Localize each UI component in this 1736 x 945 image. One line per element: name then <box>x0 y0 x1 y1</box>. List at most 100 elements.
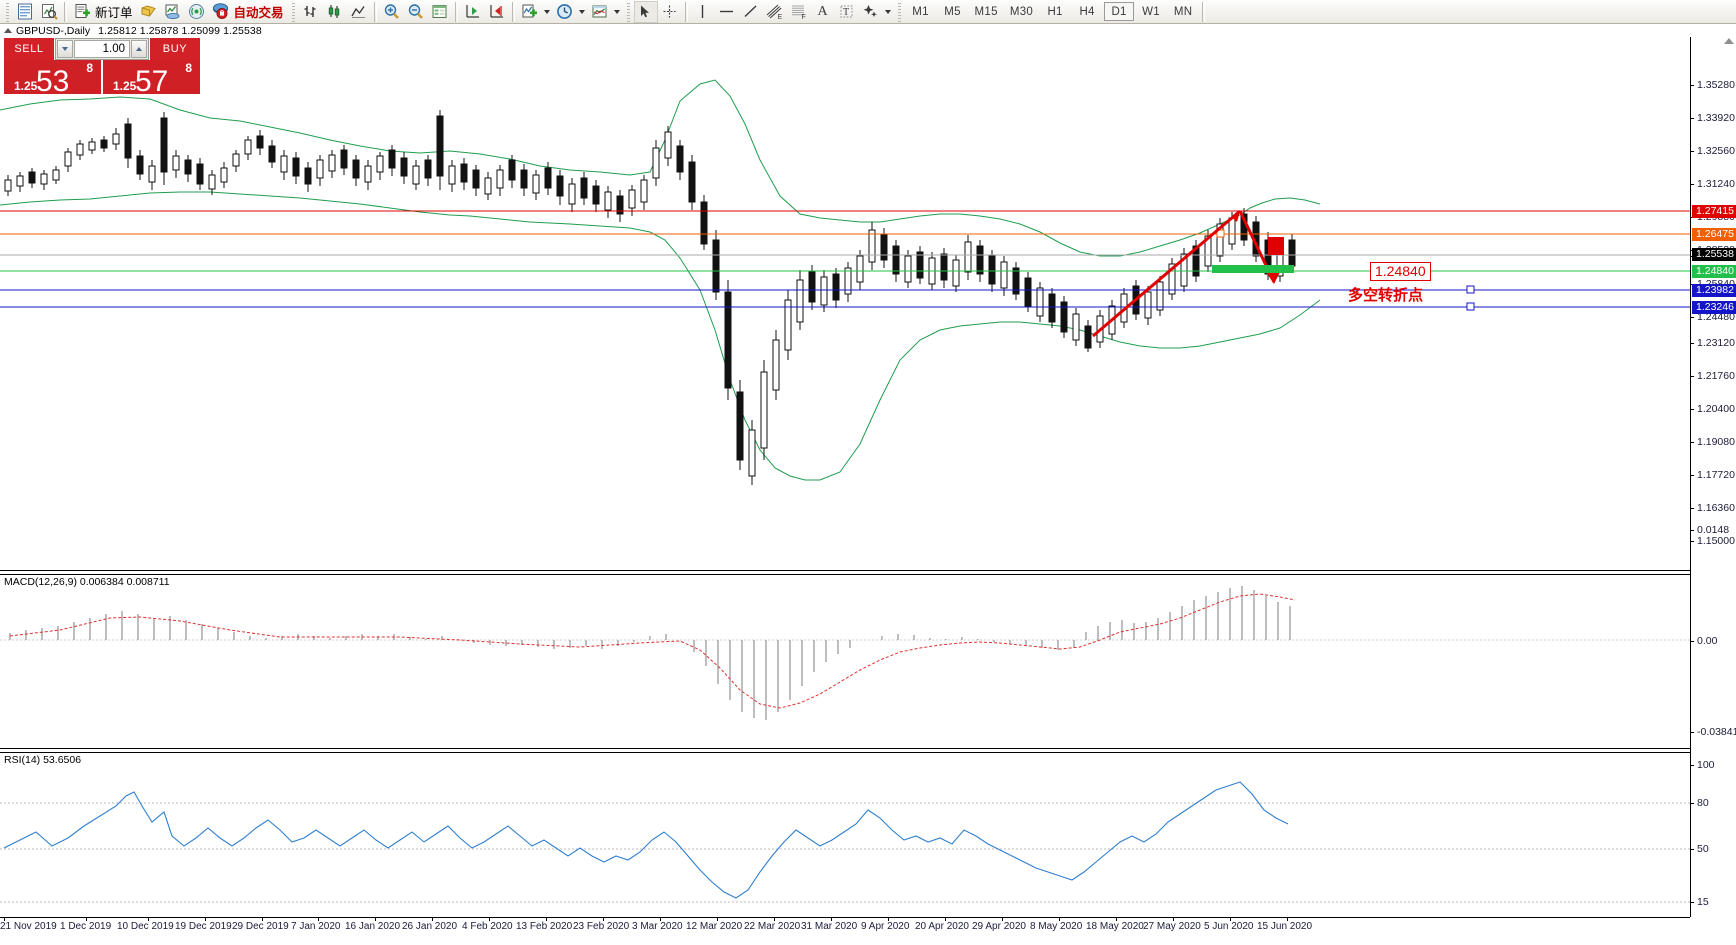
date-label: 27 May 2020 <box>1143 921 1201 932</box>
date-label: 29 Apr 2020 <box>972 921 1026 932</box>
price-marker-resistance-126475[interactable]: 1.26475 <box>1692 228 1736 241</box>
chart-expand-icon[interactable] <box>4 28 12 33</box>
date-label: 16 Jan 2020 <box>345 921 401 932</box>
volume-input[interactable]: 1.00 <box>74 40 130 58</box>
handle-123982 <box>1466 285 1475 294</box>
horizontal-line-icon[interactable] <box>715 1 739 23</box>
price-tick-label: 1.24480 <box>1697 311 1735 323</box>
price-callout-box: 1.24840 <box>1370 262 1431 281</box>
price-tick: 1.23120 <box>1691 337 1735 349</box>
price-marker-resistance-127415[interactable]: 1.27415 <box>1692 205 1736 218</box>
date-label: 21 Nov 2019 <box>0 921 57 932</box>
price-tick-label: 1.35280 <box>1697 79 1735 91</box>
date-label: 1 Dec 2019 <box>60 921 112 932</box>
shapes-icon[interactable] <box>859 1 883 23</box>
macd-signal-line <box>9 593 1296 709</box>
periods-dropdown-icon[interactable] <box>577 1 588 23</box>
timeframe-h1[interactable]: H1 <box>1047 5 1063 18</box>
rsi-tick: 80 <box>1691 797 1709 809</box>
templates-dropdown-icon[interactable] <box>612 1 623 23</box>
timeframe-w1[interactable]: W1 <box>1142 5 1161 18</box>
price-tick: 1.19080 <box>1691 436 1735 448</box>
text-icon[interactable]: A <box>817 3 828 19</box>
bollinger-upper-band <box>0 79 1321 257</box>
date-label: 15 Jun 2020 <box>1257 921 1313 932</box>
candlestick-chart-icon[interactable] <box>323 1 347 23</box>
date-label: 5 Jun 2020 <box>1204 921 1254 932</box>
timeframe-m1[interactable]: M1 <box>912 5 929 18</box>
signals-icon[interactable] <box>185 1 209 23</box>
volume-increase-icon[interactable] <box>131 40 147 58</box>
price-tick: 1.35280 <box>1691 79 1735 91</box>
trendline-icon[interactable] <box>739 1 763 23</box>
date-axis[interactable]: 21 Nov 2019 1 Dec 2019 10 Dec 2019 19 De… <box>0 917 1690 945</box>
price-marker-support-124840[interactable]: 1.24840 <box>1692 265 1736 278</box>
volume-stepper[interactable]: 1.00 <box>55 38 149 60</box>
toolbar-separator-4 <box>454 1 458 22</box>
date-label: 26 Jan 2020 <box>402 921 458 932</box>
indicators-dropdown-icon[interactable] <box>542 1 553 23</box>
price-axis[interactable]: 1.35280 1.33920 1.32560 1.31240 1.29880 … <box>1690 37 1736 917</box>
price-tick-label: 1.17720 <box>1697 469 1735 481</box>
toolbar-grip-3[interactable] <box>624 1 632 22</box>
toolbar-grip-4[interactable] <box>895 1 903 22</box>
data-window-icon[interactable] <box>428 1 452 23</box>
new-chart-icon[interactable] <box>13 1 37 23</box>
toolbar-separator-7 <box>1202 1 1206 22</box>
svg-text:T: T <box>843 7 849 18</box>
new-order-label[interactable]: 新订单 <box>95 6 133 20</box>
text-label-icon[interactable]: T <box>835 1 859 23</box>
zoom-in-icon[interactable] <box>380 1 404 23</box>
timeframe-m30[interactable]: M30 <box>1009 5 1034 18</box>
profiles-icon[interactable] <box>37 1 61 23</box>
expert-advisors-icon[interactable] <box>137 1 161 23</box>
price-marker-support-123246[interactable]: 1.23246 <box>1692 301 1736 314</box>
support-zone-rect <box>1212 265 1294 273</box>
price-tick: 1.17720 <box>1691 469 1735 481</box>
macd-tick-label: 0.0148 <box>1697 524 1730 536</box>
volume-decrease-icon[interactable] <box>57 40 73 58</box>
autotrading-label[interactable]: 自动交易 <box>233 6 284 20</box>
price-tick-label: 1.20400 <box>1697 403 1735 415</box>
bar-chart-icon[interactable] <box>299 1 323 23</box>
templates-icon[interactable] <box>588 1 612 23</box>
new-order-icon[interactable] <box>70 1 94 23</box>
buy-button[interactable]: 1.25 57 8 <box>103 60 200 94</box>
vertical-line-icon[interactable] <box>691 1 715 23</box>
timeframe-m15[interactable]: M15 <box>974 5 998 18</box>
timeframe-mn[interactable]: MN <box>1173 5 1193 18</box>
equidistant-channel-icon[interactable]: E <box>763 1 787 23</box>
date-label: 3 Mar 2020 <box>632 921 683 932</box>
autotrading-icon[interactable] <box>209 1 233 23</box>
fibonacci-retracement-icon[interactable]: F <box>787 1 811 23</box>
toolbar-grip-2[interactable] <box>289 1 297 22</box>
auto-scroll-icon[interactable] <box>461 1 485 23</box>
price-tick: 1.33920 <box>1691 112 1735 124</box>
shapes-dropdown-icon[interactable] <box>883 1 894 23</box>
price-cluster-marker <box>1268 237 1284 255</box>
timeframe-h4[interactable]: H4 <box>1079 5 1095 18</box>
cursor-icon[interactable] <box>633 0 658 23</box>
timeframe-m5[interactable]: M5 <box>944 5 961 18</box>
rsi-tick-label: 15 <box>1697 896 1709 908</box>
zoom-out-icon[interactable] <box>404 1 428 23</box>
rsi-tick: 50 <box>1691 843 1709 855</box>
sell-button[interactable]: 1.25 53 8 <box>4 60 101 94</box>
toolbar-grip[interactable] <box>4 1 11 22</box>
macd-pane-separator-top <box>0 570 1736 571</box>
periods-icon[interactable] <box>553 1 577 23</box>
date-label: 23 Feb 2020 <box>573 921 630 932</box>
indicators-icon[interactable] <box>518 1 542 23</box>
strategy-tester-icon[interactable] <box>161 1 185 23</box>
one-click-trading-panel: SELL 1.00 BUY 1.25 53 8 1.25 57 8 <box>4 38 200 94</box>
line-chart-icon[interactable] <box>347 1 371 23</box>
price-marker-support-123982[interactable]: 1.23982 <box>1692 284 1736 297</box>
chart-shift-icon[interactable] <box>485 1 509 23</box>
price-marker-last-price[interactable]: 1.25538 <box>1692 248 1736 261</box>
price-tick: 1.15000 <box>1691 535 1735 547</box>
crosshair-icon[interactable] <box>658 1 682 23</box>
chart-scroll-up-icon[interactable] <box>1724 38 1734 44</box>
price-candlesticks <box>4 110 1296 485</box>
timeframe-d1[interactable]: D1 <box>1104 2 1135 21</box>
toolbar-separator-6 <box>684 1 688 22</box>
